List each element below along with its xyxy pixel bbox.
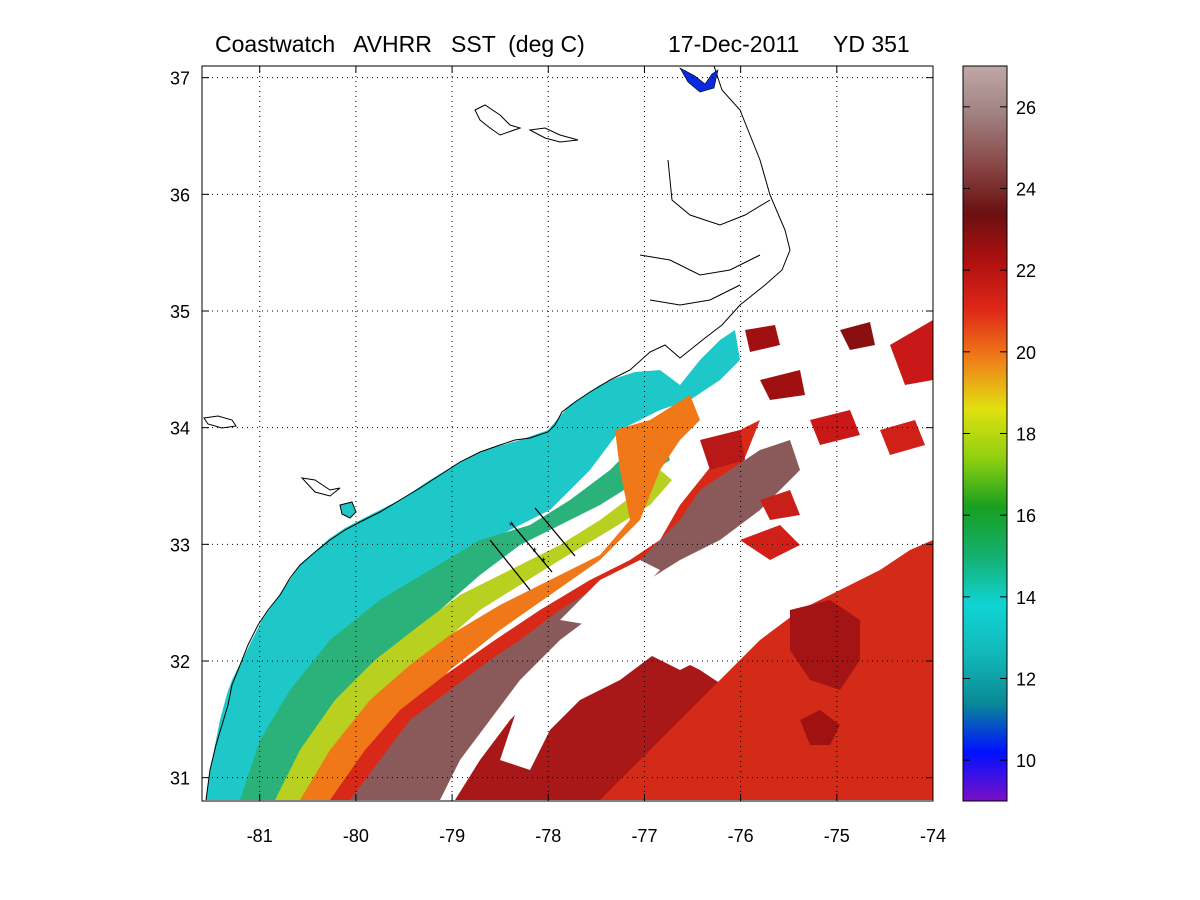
colorbar: 10 12 14 16 18 20 22 24 26	[962, 65, 1036, 802]
sst-patch-8	[880, 420, 925, 455]
latitude-axis: 31 32 33 34 35 36 37	[170, 69, 933, 789]
colorbar-tick-label: 26	[1016, 98, 1036, 118]
coastline	[205, 66, 791, 801]
sst-offshore-red	[600, 540, 933, 800]
title-product: Coastwatch AVHRR SST (deg C)	[215, 31, 585, 57]
inland-lake-5	[203, 415, 237, 429]
colorbar-tick-label: 18	[1016, 425, 1036, 445]
sound-outline	[639, 159, 771, 306]
title-date: 17-Dec-2011	[668, 31, 799, 57]
inland-lake-3	[300, 477, 341, 497]
lat-tick-label: 32	[170, 652, 190, 672]
lon-tick-label: -76	[728, 826, 754, 846]
lon-tick-label: -75	[824, 826, 850, 846]
station-marker-1: *	[509, 519, 514, 533]
lat-tick-label: 36	[170, 185, 190, 205]
lon-tick-label: -80	[343, 826, 369, 846]
cloud-gap-1	[500, 600, 690, 770]
lon-tick-label: -79	[439, 826, 465, 846]
lon-tick-label: -81	[247, 826, 273, 846]
map-area: * * *	[202, 66, 933, 801]
colorbar-gradient	[963, 66, 1007, 801]
sst-patch-3	[760, 370, 805, 400]
lon-tick-label: -74	[920, 826, 946, 846]
sst-patch-4	[745, 325, 780, 352]
cloud-gap-2	[640, 570, 780, 670]
colorbar-ticks: 10 12 14 16 18 20 22 24 26	[963, 98, 1036, 771]
colorbar-tick-label: 22	[1016, 261, 1036, 281]
land-area	[202, 66, 790, 800]
colorbar-tick-label: 12	[1016, 670, 1036, 690]
sst-patch-5	[810, 410, 860, 445]
transect-line-3	[534, 507, 576, 557]
longitude-axis: -81 -80 -79 -78 -77 -76 -75 -74	[247, 66, 946, 846]
transect-line-1	[489, 539, 531, 591]
sst-patch-6	[740, 525, 800, 560]
inland-lake-1	[474, 104, 522, 136]
colorbar-tick-label: 14	[1016, 588, 1036, 608]
lat-tick-label: 34	[170, 419, 190, 439]
sst-patch-9	[700, 430, 745, 470]
map-frame	[201, 65, 934, 802]
station-marker-3: *	[541, 555, 546, 569]
sst-band-orange	[300, 395, 700, 800]
transect-line-2	[511, 523, 553, 573]
colorbar-tick-label: 24	[1016, 180, 1036, 200]
cloud-gap-3	[560, 560, 660, 625]
sst-patch-1	[890, 320, 933, 385]
colorbar-tick-label: 16	[1016, 506, 1036, 526]
colorbar-tick-label: 20	[1016, 343, 1036, 363]
lon-tick-label: -78	[535, 826, 561, 846]
lat-tick-label: 35	[170, 302, 190, 322]
inland-lake-2	[528, 127, 579, 143]
lon-tick-label: -77	[631, 826, 657, 846]
chesapeake-blue	[679, 67, 719, 93]
sst-patch-7	[760, 490, 800, 520]
title-yearday: YD 351	[833, 31, 910, 57]
grid-lines	[202, 66, 934, 801]
lat-tick-label: 37	[170, 69, 190, 89]
lat-tick-label: 33	[170, 535, 190, 555]
sst-patch-2	[840, 322, 875, 350]
lat-tick-label: 31	[170, 769, 190, 789]
sst-offshore-darkred-2	[800, 710, 840, 745]
inland-lake-4	[339, 501, 357, 519]
station-marker-2: *	[532, 545, 537, 559]
sst-offshore-darkred	[790, 600, 860, 690]
colorbar-tick-label: 10	[1016, 751, 1036, 771]
